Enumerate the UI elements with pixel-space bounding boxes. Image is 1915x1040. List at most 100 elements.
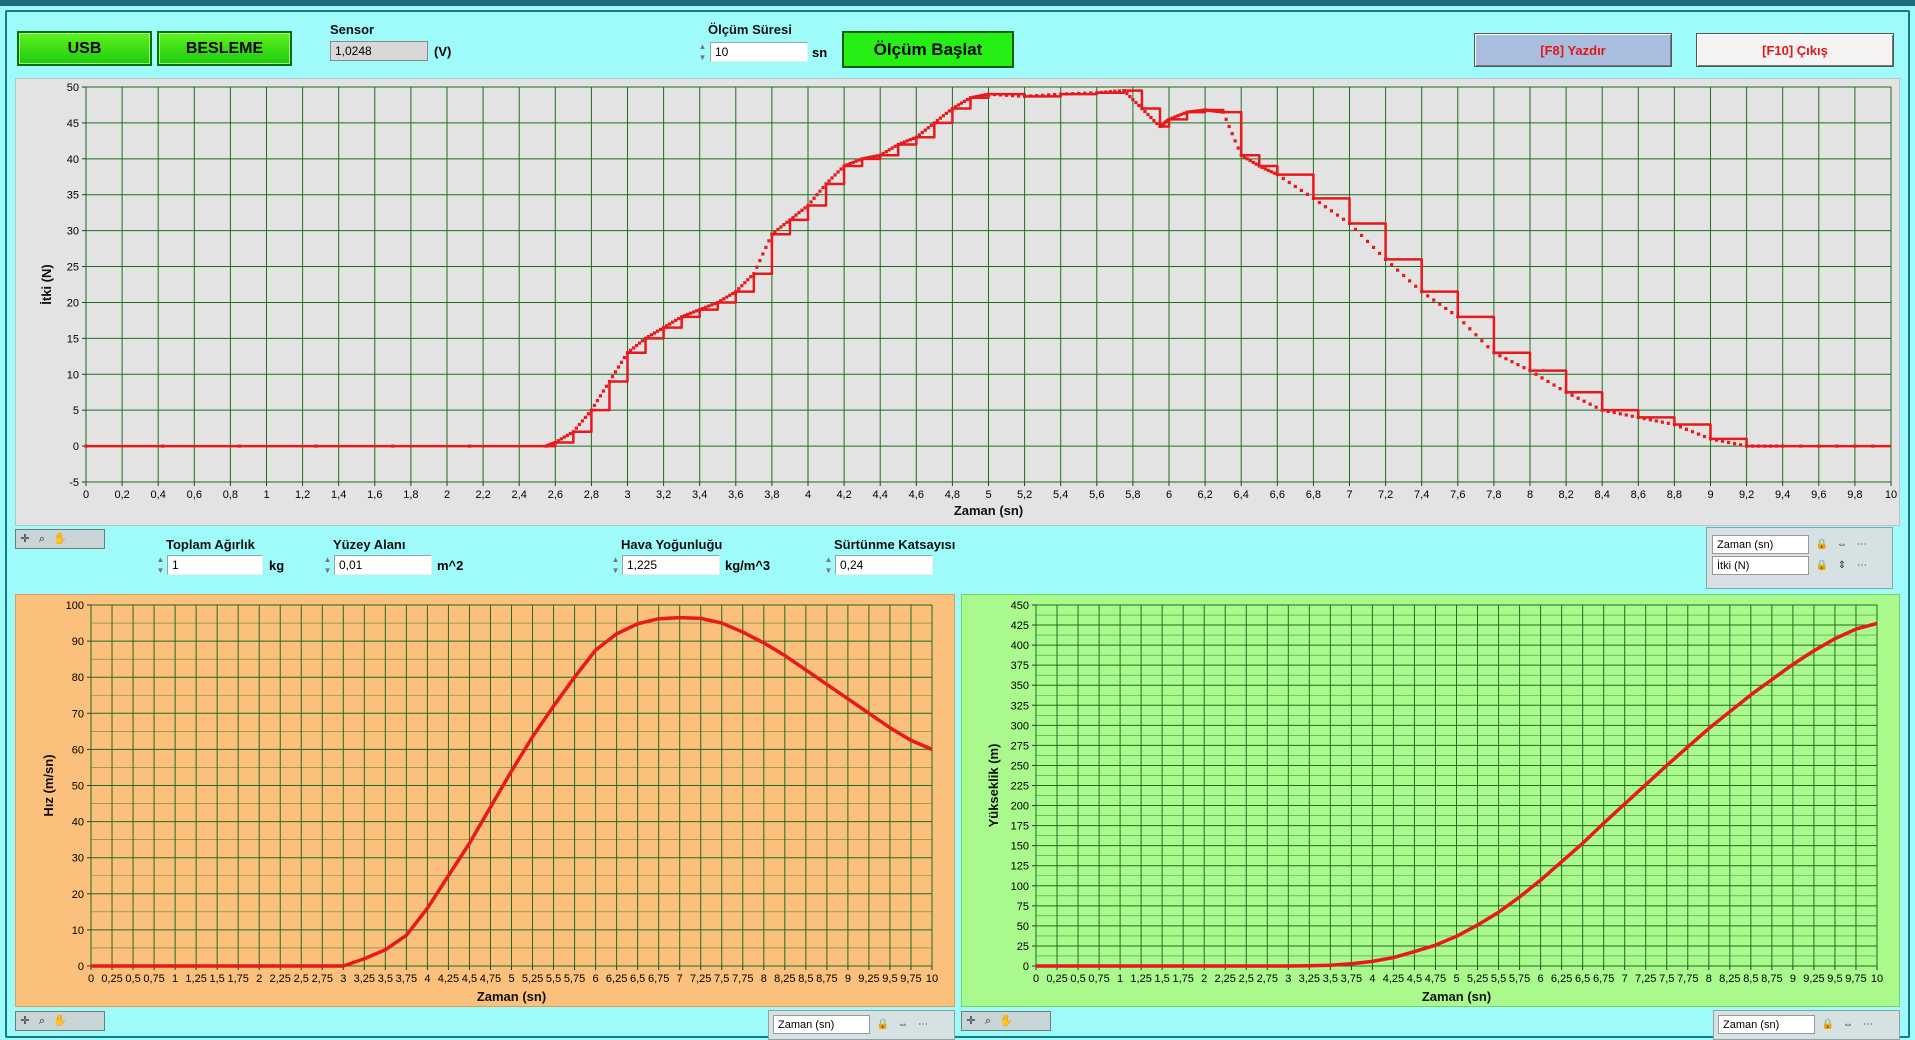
- exit-button[interactable]: [F10] Çıkış: [1696, 33, 1894, 67]
- x-tick-label: 5,2: [1017, 489, 1032, 501]
- usb-indicator[interactable]: USB: [17, 31, 152, 66]
- pan-tool-icon[interactable]: ✋: [999, 1015, 1013, 1027]
- lock-icon[interactable]: 🔒: [876, 1019, 890, 1030]
- thrust-chart-panel: 0 0,2 0,4 0,6 0,8 1 1,2 1,4 1,6 1,8 2 2,2 2,4 2,6 2,8 3…: [15, 78, 1900, 526]
- olcum-suresi-spinner[interactable]: ▲ ▼: [698, 42, 707, 62]
- hava-yogunlugu-unit: kg/m^3: [725, 558, 771, 573]
- hava-yogunlugu-input[interactable]: 1,225: [622, 555, 720, 575]
- x-autoscale-icon[interactable]: ⇔: [1843, 1019, 1853, 1030]
- series-point: [1630, 414, 1634, 418]
- series-point: [652, 331, 657, 335]
- x-axis-legend-name: Zaman (sn): [1712, 535, 1809, 554]
- series-point: [161, 444, 165, 448]
- x-tick-label: 8,4: [1595, 489, 1610, 501]
- x-format-icon[interactable]: ⋯: [918, 1019, 928, 1030]
- series-point: [932, 121, 936, 125]
- besleme-indicator[interactable]: BESLEME: [157, 31, 292, 66]
- velocity-chart-tool-palette[interactable]: ✛ ⌕ ✋: [15, 1011, 105, 1031]
- toplam-agirlik-spinner[interactable]: ▲ ▼: [156, 555, 165, 575]
- x-tick-label: 4: [424, 973, 430, 985]
- x-tick-label: 8: [1527, 489, 1533, 501]
- series-point: [671, 320, 675, 324]
- series-point: [1612, 410, 1616, 415]
- y-format-icon[interactable]: ⋯: [1857, 560, 1867, 571]
- series-point: [1672, 422, 1676, 427]
- x-tick-label: 8,2: [1558, 489, 1573, 501]
- toplam-agirlik-input[interactable]: 1: [167, 555, 263, 575]
- series-point: [959, 101, 964, 105]
- surtunme-spinner[interactable]: ▲ ▼: [824, 555, 833, 575]
- x-tick-label: 1,75: [1172, 973, 1193, 985]
- x-tick-label: 10: [1871, 973, 1883, 985]
- zoom-tool-icon[interactable]: ⌕: [38, 1015, 46, 1027]
- y-tick-label: 175: [1011, 821, 1029, 833]
- y-tick-label: 100: [66, 600, 84, 612]
- series-point: [1510, 360, 1514, 364]
- hava-yogunlugu-spinner[interactable]: ▲ ▼: [611, 555, 620, 575]
- start-measurement-button[interactable]: Ölçüm Başlat: [842, 31, 1014, 68]
- x-format-icon[interactable]: ⋯: [1863, 1019, 1873, 1030]
- pan-tool-icon[interactable]: ✋: [53, 1015, 67, 1027]
- series-point: [1738, 443, 1743, 447]
- series-point: [1071, 92, 1075, 96]
- x-tick-label: 4,4: [873, 489, 888, 501]
- series-point: [767, 239, 771, 243]
- series-point: [577, 422, 581, 427]
- y-tick-label: 325: [1011, 700, 1029, 712]
- x-autoscale-icon[interactable]: ⇔: [1837, 539, 1847, 550]
- x-tick-label: 6: [1166, 489, 1172, 501]
- series-point: [1095, 91, 1099, 95]
- series-point: [986, 92, 991, 96]
- surtunme-input[interactable]: 0,24: [835, 555, 933, 575]
- olcum-suresi-input[interactable]: 10: [710, 42, 808, 62]
- y-tick-label: 125: [1011, 861, 1029, 873]
- altitude-chart-tool-palette[interactable]: ✛ ⌕ ✋: [961, 1011, 1051, 1031]
- series-point: [665, 324, 669, 328]
- x-autoscale-icon[interactable]: ⇔: [898, 1019, 908, 1030]
- series-point: [1149, 115, 1153, 120]
- pan-tool-icon[interactable]: ✋: [53, 533, 67, 545]
- yuzey-alani-input[interactable]: 0,01: [334, 555, 432, 575]
- sensor-label: Sensor: [330, 22, 375, 37]
- y-tick-label: 45: [67, 118, 79, 130]
- series-point: [1492, 351, 1496, 355]
- x-tick-label: 6,6: [1270, 489, 1285, 501]
- x-format-icon[interactable]: ⋯: [1857, 539, 1867, 550]
- lock-icon[interactable]: 🔒: [1821, 1019, 1835, 1030]
- zoom-tool-icon[interactable]: ⌕: [984, 1015, 992, 1027]
- series-point: [782, 223, 786, 227]
- x-tick-label: 6: [593, 973, 599, 985]
- x-tick-label: 4,2: [836, 489, 851, 501]
- x-tick-label: 5,5: [1491, 973, 1506, 985]
- thrust-chart-tool-palette[interactable]: ✛ ⌕ ✋: [15, 529, 105, 549]
- zoom-tool-icon[interactable]: ⌕: [38, 533, 46, 545]
- series-point: [1763, 444, 1767, 448]
- cursor-tool-icon[interactable]: ✛: [966, 1015, 976, 1027]
- y-tick-label: 35: [67, 190, 79, 202]
- series-point: [1248, 159, 1252, 163]
- series-point: [1588, 402, 1592, 406]
- x-tick-label: 7,25: [1635, 973, 1656, 985]
- cursor-tool-icon[interactable]: ✛: [20, 1015, 30, 1027]
- lock-icon[interactable]: 🔒: [1815, 560, 1829, 571]
- y-tick-label: 80: [72, 672, 84, 684]
- series-point: [1137, 103, 1141, 108]
- y-autoscale-icon[interactable]: ⇕: [1837, 560, 1847, 571]
- print-button[interactable]: [F8] Yazdır: [1474, 33, 1672, 67]
- x-tick-label: 6,75: [648, 973, 669, 985]
- x-tick-label: 3,4: [692, 489, 707, 501]
- x-tick-label: 6: [1538, 973, 1544, 985]
- x-tick-label: 6,75: [1593, 973, 1614, 985]
- cursor-tool-icon[interactable]: ✛: [20, 533, 30, 545]
- y-axis-legend-name: İtki (N): [1712, 556, 1809, 575]
- velocity-chart-panel: 0 0,25 0,5 0,75 1 1,25 1,5 1,75 2 2,25 2,5 2,75 3 3,2…: [15, 594, 955, 1007]
- x-tick-label: 3,5: [378, 973, 393, 985]
- x-tick-label: 2,2: [475, 489, 490, 501]
- series-point: [1230, 132, 1234, 136]
- series-point: [1242, 155, 1246, 159]
- series-point: [770, 232, 774, 236]
- lock-icon[interactable]: 🔒: [1815, 539, 1829, 550]
- x-tick-label: 1: [263, 489, 269, 501]
- series-point: [872, 154, 876, 159]
- yuzey-alani-spinner[interactable]: ▲ ▼: [323, 555, 332, 575]
